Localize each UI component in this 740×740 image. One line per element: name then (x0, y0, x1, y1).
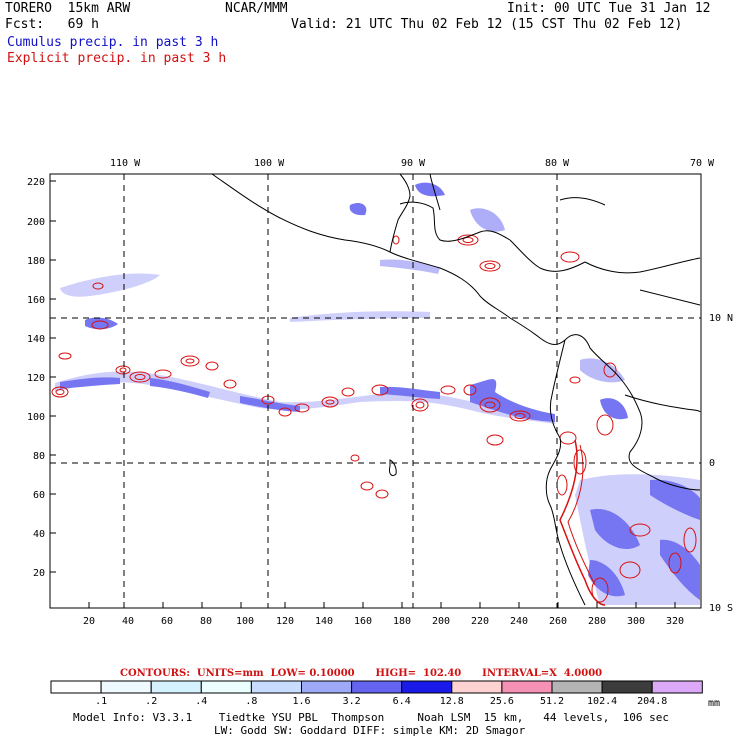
legend-value-label: 25.6 (490, 696, 514, 707)
bottom-tick: 140 (315, 616, 333, 627)
legend-value-label: 204.8 (637, 696, 667, 707)
bottom-tick: 120 (276, 616, 294, 627)
lat-label-0: 0 (709, 458, 715, 469)
bottom-tick: 20 (83, 616, 95, 627)
cumulus-precip-shading (55, 182, 700, 605)
legend-swatch (651, 680, 703, 694)
bottom-tick-labels: 20 40 60 80 100 120 140 160 180 200 220 … (83, 616, 684, 627)
left-tick: 100 (27, 412, 45, 423)
legend-value-label: 6.4 (393, 696, 411, 707)
physics-info: LW: Godd SW: Goddard DIFF: simple KM: 2D… (214, 724, 526, 737)
legend-value-label: .8 (245, 696, 257, 707)
bottom-axis (88, 602, 676, 608)
legend-swatch (100, 680, 152, 694)
bottom-tick: 40 (122, 616, 134, 627)
left-tick: 80 (33, 451, 45, 462)
left-tick: 40 (33, 529, 45, 540)
left-tick: 140 (27, 334, 45, 345)
left-tick: 220 (27, 177, 45, 188)
legend-value-label: 102.4 (587, 696, 617, 707)
color-legend: .1 .2 .4 .8 1.6 3.2 6.4 12.8 25.6 51.2 102.4 204.8 (50, 680, 703, 707)
legend-unit: mm (708, 698, 720, 709)
left-tick: 180 (27, 256, 45, 267)
left-tick: 120 (27, 373, 45, 384)
legend-swatch (301, 680, 353, 694)
bottom-tick: 80 (200, 616, 212, 627)
bottom-tick: 220 (471, 616, 489, 627)
lat-lon-grid (50, 174, 701, 608)
lon-label-70w: 70 W (690, 158, 715, 169)
legend-swatch (501, 680, 553, 694)
left-axis (50, 180, 56, 573)
bottom-tick: 180 (393, 616, 411, 627)
init-time: Init: 00 UTC Tue 31 Jan 12 (507, 1, 711, 16)
bottom-tick: 280 (588, 616, 606, 627)
bottom-tick: 240 (510, 616, 528, 627)
legend-swatch (150, 680, 202, 694)
field-cumulus-label: Cumulus precip. in past 3 h (7, 35, 219, 50)
left-tick: 20 (33, 568, 45, 579)
legend-swatch (551, 680, 603, 694)
valid-time: Valid: 21 UTC Thu 02 Feb 12 (15 CST Thu … (291, 17, 683, 32)
lon-label-90w: 90 W (401, 158, 426, 169)
model-info: Model Info: V3.3.1 Tiedtke YSU PBL Thomp… (73, 711, 670, 724)
bottom-tick: 60 (161, 616, 173, 627)
bottom-tick: 260 (549, 616, 567, 627)
lon-label-80w: 80 W (545, 158, 570, 169)
bottom-tick: 100 (236, 616, 254, 627)
legend-value-label: .4 (195, 696, 207, 707)
bottom-tick: 300 (627, 616, 645, 627)
legend-value-label: 51.2 (540, 696, 564, 707)
legend-swatch (250, 680, 302, 694)
legend-value-label: 3.2 (343, 696, 361, 707)
legend-value-label: .1 (95, 696, 107, 707)
center-label: NCAR/MMM (225, 1, 288, 16)
legend-swatch (401, 680, 453, 694)
forecast-hour: Fcst: 69 h (5, 17, 99, 32)
contours-info: CONTOURS: UNITS=mm LOW= 0.10000 HIGH= 10… (120, 668, 603, 679)
field-explicit-label: Explicit precip. in past 3 h (7, 51, 227, 66)
legend-swatch (200, 680, 252, 694)
legend-value-label: 12.8 (440, 696, 464, 707)
legend-swatch (351, 680, 403, 694)
bottom-tick: 160 (354, 616, 372, 627)
lat-label-10s: 10 S (709, 603, 733, 614)
lon-label-110w: 110 W (110, 158, 141, 169)
legend-swatch (601, 680, 653, 694)
coastlines (211, 173, 701, 606)
lat-label-10n: 10 N (709, 313, 733, 324)
left-tick: 200 (27, 217, 45, 228)
bottom-tick: 320 (666, 616, 684, 627)
legend-swatch (50, 680, 102, 694)
lon-label-100w: 100 W (254, 158, 285, 169)
left-tick: 160 (27, 295, 45, 306)
legend-value-label: 1.6 (292, 696, 310, 707)
model-title: TORERO 15km ARW (5, 1, 131, 16)
bottom-tick: 200 (432, 616, 450, 627)
legend-swatch (451, 680, 503, 694)
left-tick: 60 (33, 490, 45, 501)
left-tick-labels: 220 200 180 160 140 120 100 80 60 40 20 (27, 177, 45, 579)
legend-value-label: .2 (145, 696, 157, 707)
